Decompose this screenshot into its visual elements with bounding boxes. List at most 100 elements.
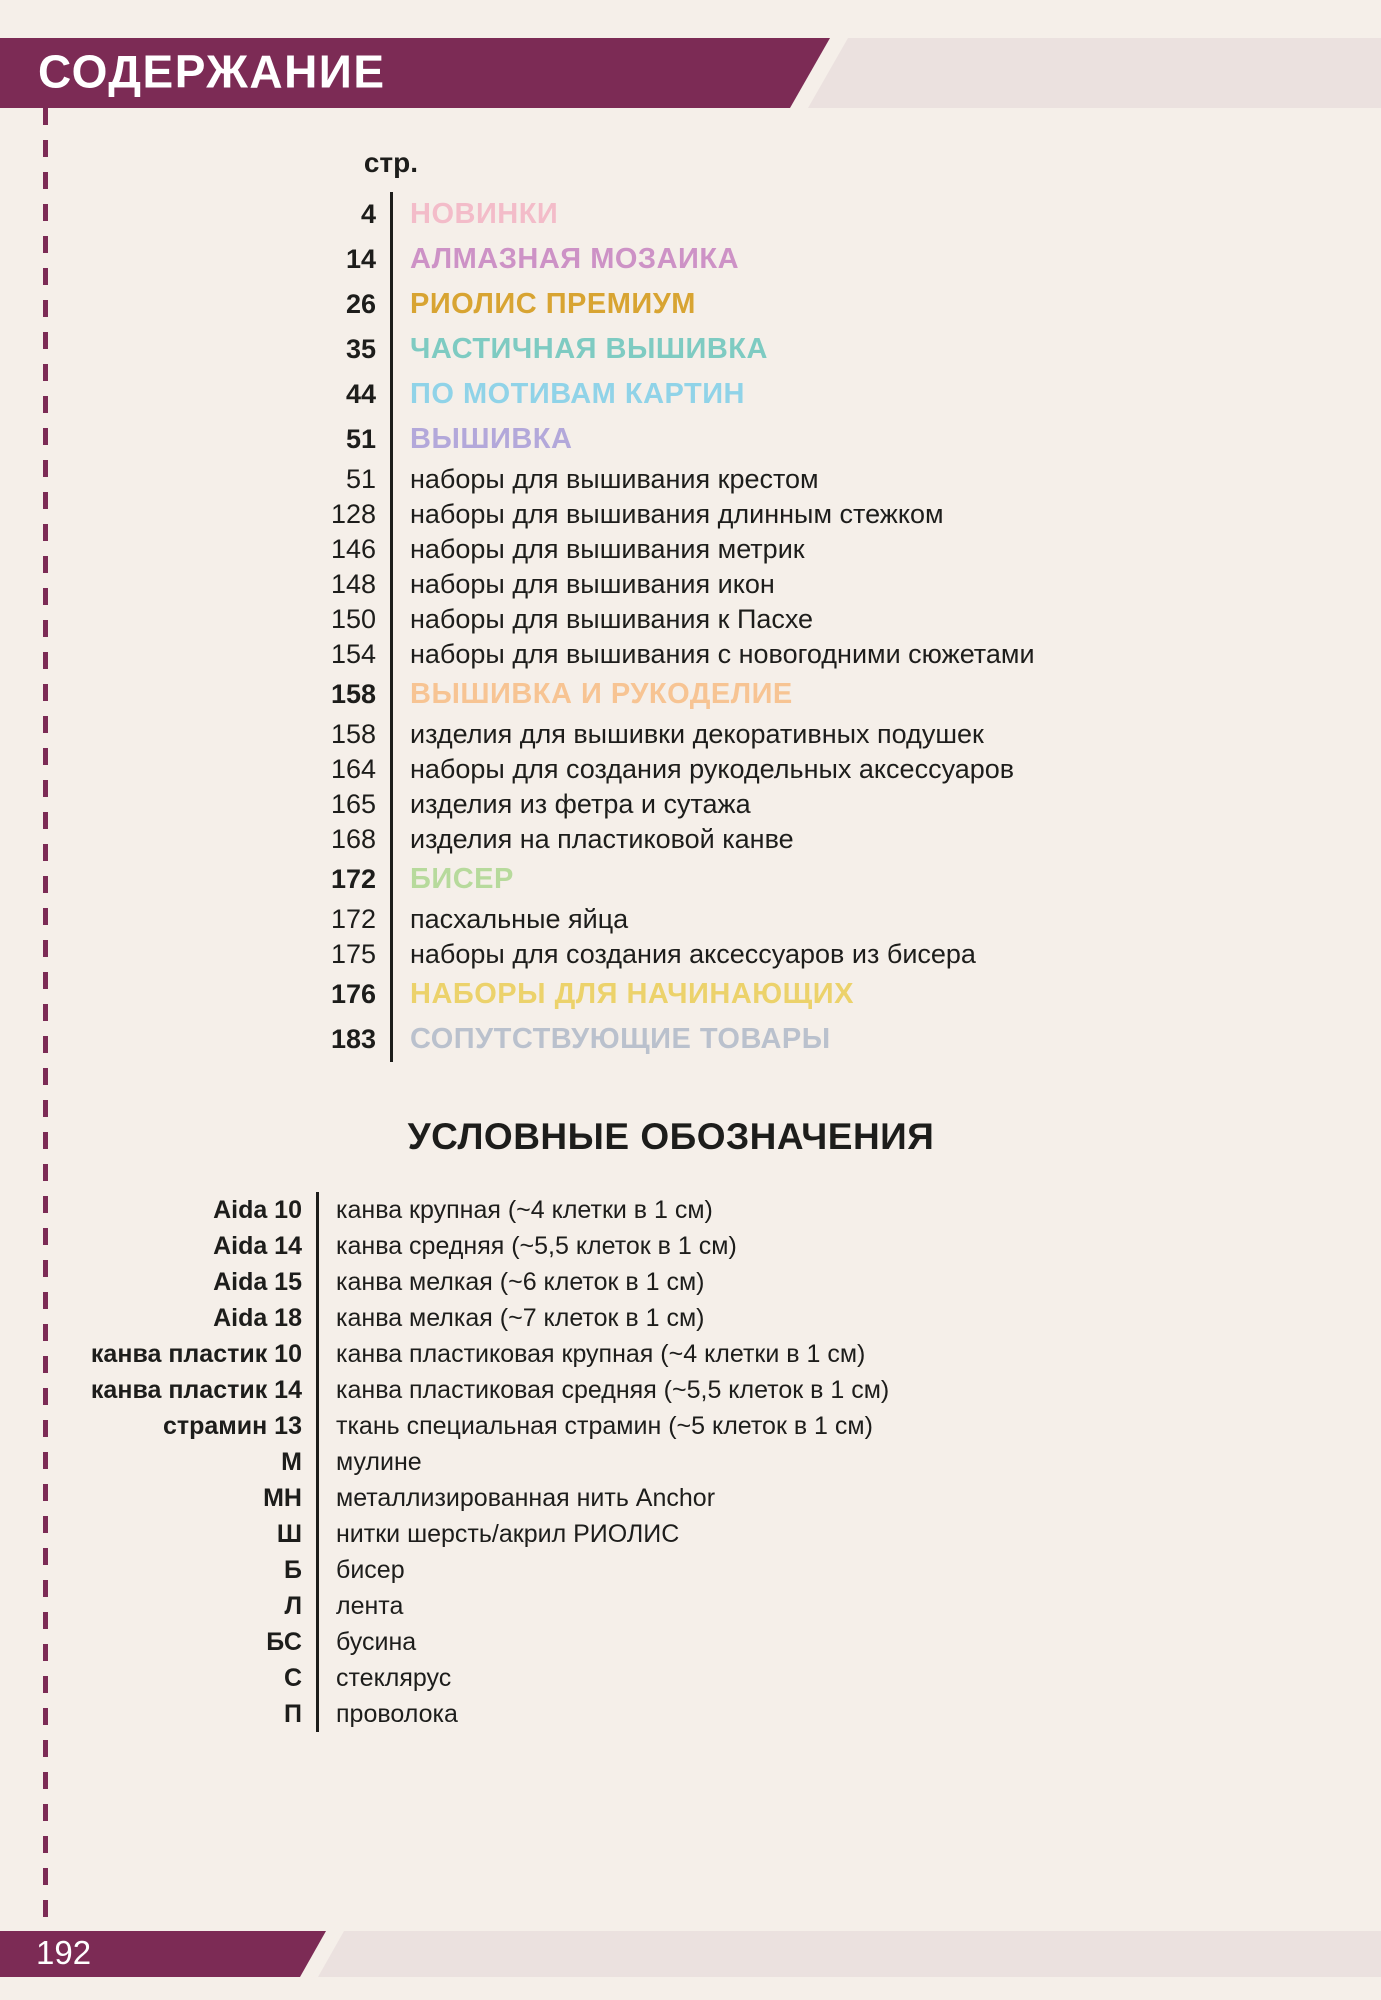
toc-page-number: 4	[360, 199, 376, 229]
legend-symbol: Л	[284, 1591, 302, 1620]
toc-page-number: 51	[345, 464, 376, 494]
toc-row: 164 наборы для создания рукодельных аксе…	[0, 752, 1035, 787]
legend-row: Б бисер	[0, 1552, 889, 1588]
legend-row: П проволока	[0, 1696, 889, 1732]
legend-symbol: страмин 13	[162, 1411, 302, 1440]
toc-title: ПО МОТИВАМ КАРТИН	[390, 372, 745, 417]
toc-row: 128 наборы для вышивания длинным стежком	[0, 497, 1035, 532]
legend-description: канва мелкая (~7 клеток в 1 см)	[316, 1300, 704, 1336]
toc-page-number: 14	[345, 244, 376, 274]
toc-page-number: 183	[330, 1024, 376, 1054]
toc-rows: 4 НОВИНКИ 14 АЛМАЗНАЯ МОЗАИКА 26 РИОЛИС …	[0, 192, 1035, 1062]
toc-row: 158 ВЫШИВКА И РУКОДЕЛИЕ	[0, 672, 1035, 717]
legend-symbol: канва пластик 14	[90, 1375, 302, 1404]
toc-title: ВЫШИВКА И РУКОДЕЛИЕ	[390, 672, 793, 717]
footer-accent-shape	[0, 1931, 326, 1977]
toc-page-number: 148	[330, 569, 376, 599]
legend-row: МН металлизированная нить Anchor	[0, 1480, 889, 1516]
toc-row: 158 изделия для вышивки декоративных под…	[0, 717, 1035, 752]
legend-symbol: П	[284, 1699, 302, 1728]
legend-description: бусина	[316, 1624, 416, 1660]
toc-page-number: 51	[345, 424, 376, 454]
legend-symbol: М	[281, 1447, 302, 1476]
toc-row: 51 наборы для вышивания крестом	[0, 462, 1035, 497]
toc-page-number: 172	[330, 864, 376, 894]
toc-title: СОПУТСТВУЮЩИЕ ТОВАРЫ	[390, 1017, 831, 1062]
toc-page-number: 158	[330, 679, 376, 709]
legend-row: С стеклярус	[0, 1660, 889, 1696]
legend-description: лента	[316, 1588, 403, 1624]
dashed-divider	[43, 108, 48, 1930]
toc-page-number: 158	[330, 719, 376, 749]
toc-row: 44 ПО МОТИВАМ КАРТИН	[0, 372, 1035, 417]
toc-row: 148 наборы для вышивания икон	[0, 567, 1035, 602]
legend-row: Л лента	[0, 1588, 889, 1624]
legend-description: мулине	[316, 1444, 422, 1480]
legend-symbol: МН	[263, 1483, 302, 1512]
toc-page-number: 128	[330, 499, 376, 529]
toc-row: 146 наборы для вышивания метрик	[0, 532, 1035, 567]
page-title: СОДЕРЖАНИЕ	[38, 45, 386, 98]
legend-row: Aida 18 канва мелкая (~7 клеток в 1 см)	[0, 1300, 889, 1336]
toc-row: 150 наборы для вышивания к Пасхе	[0, 602, 1035, 637]
legend-row: канва пластик 10 канва пластиковая крупн…	[0, 1336, 889, 1372]
toc-page-number: 35	[345, 334, 376, 364]
toc-row: 172 пасхальные яйца	[0, 902, 1035, 937]
toc-row: 175 наборы для создания аксессуаров из б…	[0, 937, 1035, 972]
toc-title: РИОЛИС ПРЕМИУМ	[390, 282, 696, 327]
toc-title: АЛМАЗНАЯ МОЗАИКА	[390, 237, 739, 282]
legend-symbol: канва пластик 10	[90, 1339, 302, 1368]
toc-title: изделия для вышивки декоративных подушек	[390, 717, 984, 752]
legend-row: канва пластик 14 канва пластиковая средн…	[0, 1372, 889, 1408]
legend-description: стеклярус	[316, 1660, 451, 1696]
toc-page-number: 150	[330, 604, 376, 634]
header-accent-shape	[0, 38, 830, 108]
toc-title: ЧАСТИЧНАЯ ВЫШИВКА	[390, 327, 768, 372]
legend-description: канва пластиковая крупная (~4 клетки в 1…	[316, 1336, 865, 1372]
toc-row: 26 РИОЛИС ПРЕМИУМ	[0, 282, 1035, 327]
legend-symbol: Aida 14	[213, 1231, 302, 1260]
toc-page-number: 168	[330, 824, 376, 854]
table-of-contents: стр. 4 НОВИНКИ 14 АЛМАЗНАЯ МОЗАИКА 26 РИ…	[0, 146, 1035, 1062]
legend-description: металлизированная нить Anchor	[316, 1480, 715, 1516]
toc-page-number: 176	[330, 979, 376, 1009]
page-number: 192	[36, 1934, 92, 1972]
legend-description: бисер	[316, 1552, 405, 1588]
legend-description: канва мелкая (~6 клеток в 1 см)	[316, 1264, 704, 1300]
toc-page-number: 44	[345, 379, 376, 409]
toc-page-number: 154	[330, 639, 376, 669]
legend-description: канва средняя (~5,5 клеток в 1 см)	[316, 1228, 737, 1264]
toc-column-header: стр.	[363, 147, 418, 178]
header-band: СОДЕРЖАНИЕ	[0, 38, 1381, 108]
toc-page-number: 165	[330, 789, 376, 819]
legend-row: Aida 15 канва мелкая (~6 клеток в 1 см)	[0, 1264, 889, 1300]
footer-band: 192	[0, 1931, 1381, 1977]
legend-description: ткань специальная страмин (~5 клеток в 1…	[316, 1408, 873, 1444]
footer-light-shape	[318, 1931, 1381, 1977]
toc-page-number: 146	[330, 534, 376, 564]
legend-table: Aida 10 канва крупная (~4 клетки в 1 см)…	[0, 1192, 889, 1732]
legend-description: проволока	[316, 1696, 458, 1732]
toc-title: наборы для вышивания крестом	[390, 462, 819, 497]
toc-row: 183 СОПУТСТВУЮЩИЕ ТОВАРЫ	[0, 1017, 1035, 1062]
toc-page-number: 175	[330, 939, 376, 969]
toc-page-number: 172	[330, 904, 376, 934]
legend-description: канва крупная (~4 клетки в 1 см)	[316, 1192, 713, 1228]
legend-row: Aida 14 канва средняя (~5,5 клеток в 1 с…	[0, 1228, 889, 1264]
toc-row: 35 ЧАСТИЧНАЯ ВЫШИВКА	[0, 327, 1035, 372]
toc-title: наборы для создания аксессуаров из бисер…	[390, 937, 976, 972]
header-light-shape	[808, 38, 1381, 108]
toc-title: наборы для вышивания икон	[390, 567, 775, 602]
legend-row: БС бусина	[0, 1624, 889, 1660]
toc-title: наборы для вышивания с новогодними сюжет…	[390, 637, 1035, 672]
toc-row: 165 изделия из фетра и сутажа	[0, 787, 1035, 822]
legend-heading: УСЛОВНЫЕ ОБОЗНАЧЕНИЯ	[407, 1116, 935, 1157]
toc-row: 154 наборы для вышивания с новогодними с…	[0, 637, 1035, 672]
toc-title: пасхальные яйца	[390, 902, 628, 937]
toc-title: НОВИНКИ	[390, 192, 558, 237]
toc-title: ВЫШИВКА	[390, 417, 572, 462]
legend-symbol: Б	[284, 1555, 302, 1584]
toc-page-number: 164	[330, 754, 376, 784]
toc-title: изделия из фетра и сутажа	[390, 787, 751, 822]
legend-description: канва пластиковая средняя (~5,5 клеток в…	[316, 1372, 889, 1408]
